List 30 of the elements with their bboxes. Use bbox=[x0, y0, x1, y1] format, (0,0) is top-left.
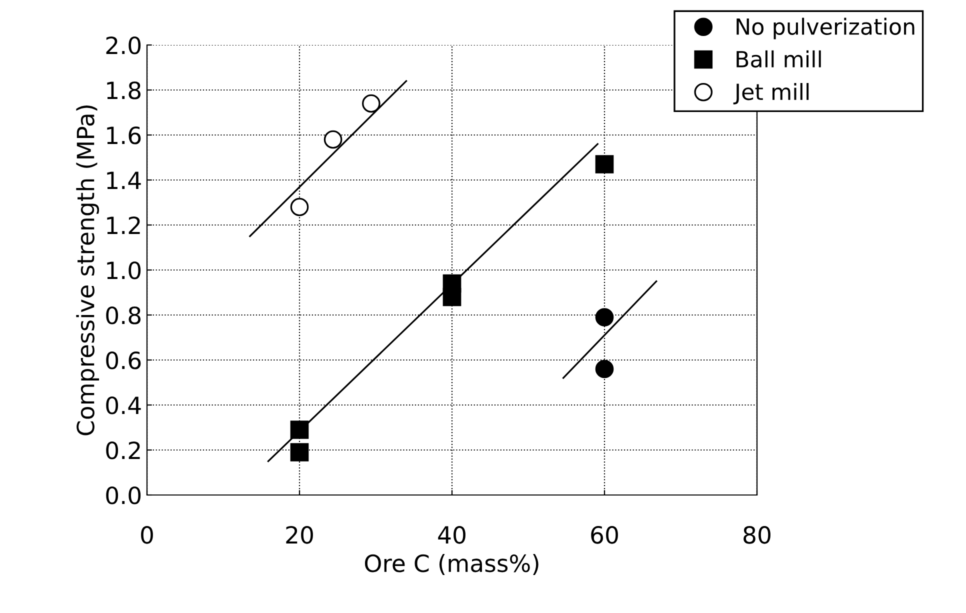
point bbox=[362, 94, 380, 113]
point bbox=[595, 155, 614, 174]
y-tick-label: 2.0 bbox=[106, 36, 141, 54]
y-axis-title: Compressive strength (MPa) bbox=[76, 105, 100, 436]
legend-label: Ball mill bbox=[736, 50, 821, 68]
point bbox=[290, 443, 309, 462]
y-tick-label: 0.8 bbox=[106, 306, 141, 324]
y-tick-label: 1.8 bbox=[107, 81, 141, 100]
point bbox=[595, 308, 614, 326]
x-tick-label: 20 bbox=[286, 526, 313, 544]
y-tick-label: 1.0 bbox=[107, 261, 141, 280]
x-tick-label: 0 bbox=[141, 526, 153, 544]
y-tick-label: 0.2 bbox=[106, 441, 140, 460]
x-tick-label: 60 bbox=[591, 526, 618, 544]
y-tick-label: 0.4 bbox=[106, 396, 141, 414]
point bbox=[324, 130, 342, 149]
point bbox=[442, 288, 462, 306]
legend-label: Jet mill bbox=[733, 83, 809, 104]
y-tick-label: 1.2 bbox=[107, 216, 140, 234]
point bbox=[290, 198, 309, 216]
point bbox=[595, 360, 614, 378]
y-tick-label: 1.4 bbox=[107, 172, 141, 189]
legend-label: No pulverization bbox=[736, 18, 914, 40]
point bbox=[290, 420, 309, 439]
x-axis-title: Ore C (mass%) bbox=[364, 554, 538, 576]
x-tick-label: 80 bbox=[744, 526, 770, 544]
x-tick-label: 40 bbox=[438, 526, 466, 544]
y-tick-label: 0.0 bbox=[106, 486, 141, 504]
y-tick-label: 0.6 bbox=[106, 351, 141, 370]
y-tick-label: 1.6 bbox=[107, 126, 141, 144]
